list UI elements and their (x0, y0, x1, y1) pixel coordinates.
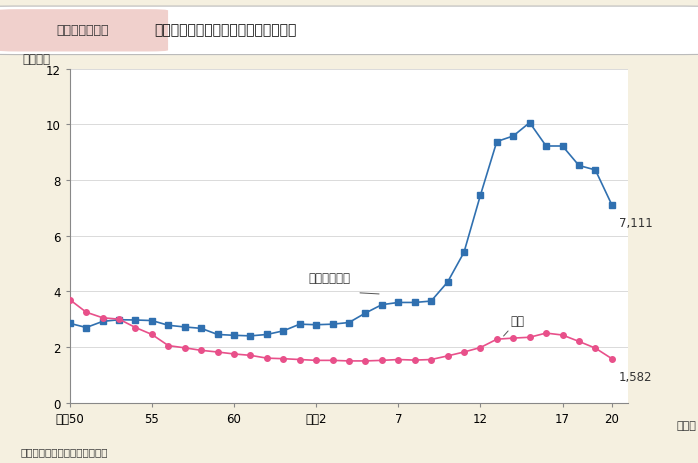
Text: 強姦: 強姦 (510, 314, 524, 327)
Text: 第１－５－８図: 第１－５－８図 (57, 24, 109, 37)
Text: （年）: （年） (677, 420, 697, 430)
Text: 強制わいせつ: 強制わいせつ (308, 272, 350, 285)
Text: 1,582: 1,582 (618, 370, 652, 383)
Text: （千件）: （千件） (22, 53, 50, 66)
FancyBboxPatch shape (0, 7, 698, 56)
Text: 強姦，強制わいせつ認知件数の推移: 強姦，強制わいせつ認知件数の推移 (155, 24, 297, 38)
FancyBboxPatch shape (0, 10, 168, 52)
Text: （備考）警察庁資料より作成。: （備考）警察庁資料より作成。 (21, 446, 108, 456)
Text: 7,111: 7,111 (618, 216, 653, 229)
